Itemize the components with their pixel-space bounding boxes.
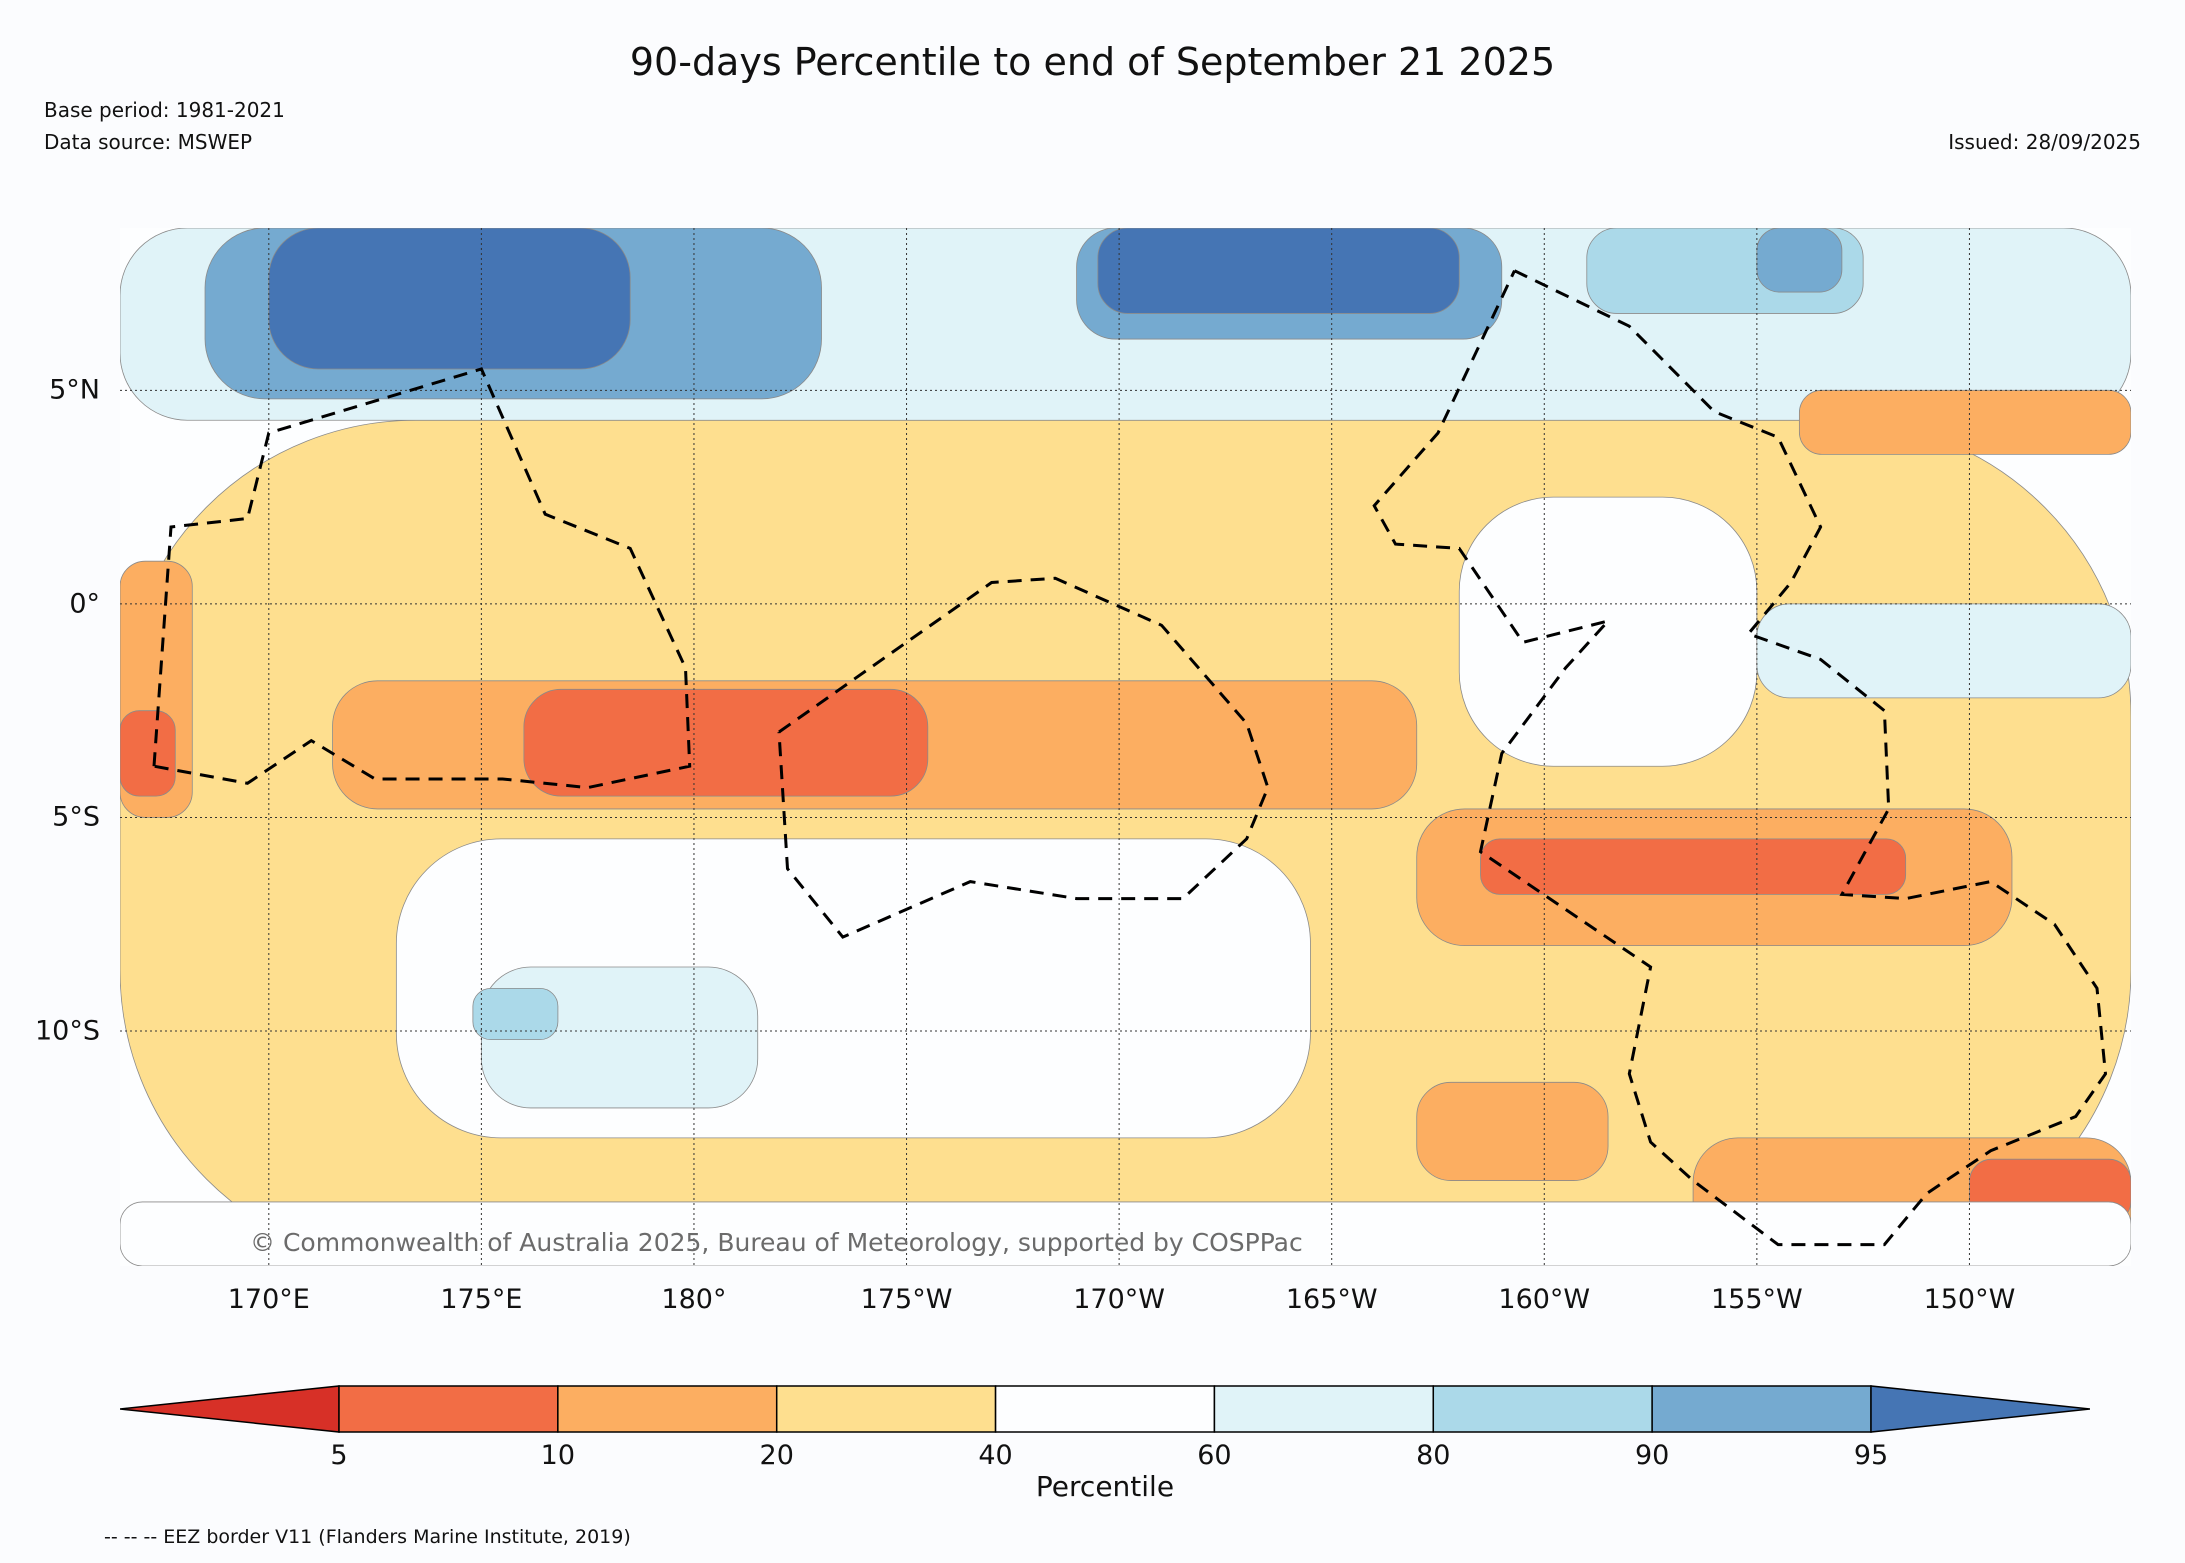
colorbar-segment-40-60 [994, 1385, 1216, 1433]
eez-border-2 [777, 576, 1270, 939]
percentile-map [120, 228, 2131, 1266]
region-40-60 [1458, 496, 1758, 767]
label-lon-175w: 175°W [860, 1284, 953, 1315]
map-title: 90-days Percentile to end of September 2… [629, 40, 1556, 84]
label-lon-160w: 160°W [1498, 1284, 1591, 1315]
colorbar-tick-60: 60 [1197, 1440, 1232, 1471]
colorbar-tick-80: 80 [1416, 1440, 1451, 1471]
colorbar-under-triangle [120, 1385, 340, 1433]
issued-date-text: Issued: 28/09/2025 [1948, 130, 2141, 154]
region->95 [268, 228, 631, 370]
label-lat-10s: 10°S [35, 1015, 100, 1047]
colorbar-segment-90-95 [1651, 1385, 1872, 1433]
label-lon-170w: 170°W [1073, 1284, 1165, 1315]
colorbar-tick-10: 10 [540, 1440, 576, 1471]
label-lon-170e: 170°E [227, 1284, 310, 1315]
region-10-20 [1416, 1081, 1609, 1181]
copyright-notice: © Commonwealth of Australia 2025, Bureau… [250, 1228, 1303, 1257]
eez-border-note: -- -- -- EEZ border V11 (Flanders Marine… [104, 1526, 631, 1548]
data-source-text: Data source: MSWEP [44, 130, 253, 154]
region-5-10 [523, 688, 929, 797]
colorbar-label: Percentile [1035, 1470, 1175, 1503]
label-lon-150w: 150°W [1923, 1284, 2016, 1315]
region->95 [1097, 228, 1460, 314]
region-60-80 [1756, 603, 2131, 699]
region-5-10 [1480, 838, 1907, 895]
label-lon-175e: 175°E [440, 1284, 523, 1315]
label-lon-180: 180° [661, 1284, 727, 1315]
colorbar-segment-10-20 [557, 1385, 778, 1433]
colorbar-tick-5: 5 [330, 1440, 348, 1471]
label-lat-5n: 5°N [49, 374, 100, 406]
colorbar-segments [338, 1385, 1872, 1433]
colorbar-segment-80-90 [1432, 1385, 1653, 1433]
colorbar-over-triangle [1870, 1385, 2090, 1433]
region-10-20 [1798, 389, 2131, 455]
base-period-text: Base period: 1981-2021 [44, 98, 285, 122]
region-80-90 [472, 987, 559, 1041]
label-lat-0: 0° [69, 588, 100, 620]
graticule [120, 228, 2131, 1266]
colorbar-tick-20: 20 [759, 1440, 794, 1471]
colorbar-segment-60-80 [1213, 1385, 1435, 1433]
colorbar-segment-20-40 [775, 1385, 997, 1433]
eez-borders [152, 269, 2108, 1247]
eez-border-3 [1372, 269, 2108, 1247]
percentile-regions [120, 228, 2131, 1266]
label-lat-5s: 5°S [52, 801, 100, 833]
colorbar-tick-95: 95 [1853, 1440, 1889, 1471]
region-5-10 [120, 710, 176, 797]
label-lon-155w: 155°W [1710, 1284, 1803, 1315]
eez-border-1 [152, 367, 692, 790]
colorbar [120, 1385, 2090, 1433]
colorbar-tick-40: 40 [978, 1440, 1013, 1471]
label-lon-165w: 165°W [1285, 1284, 1378, 1315]
colorbar-tick-90: 90 [1634, 1440, 1670, 1471]
region-90-95 [1756, 228, 1843, 293]
colorbar-segment-5-10 [338, 1385, 559, 1433]
